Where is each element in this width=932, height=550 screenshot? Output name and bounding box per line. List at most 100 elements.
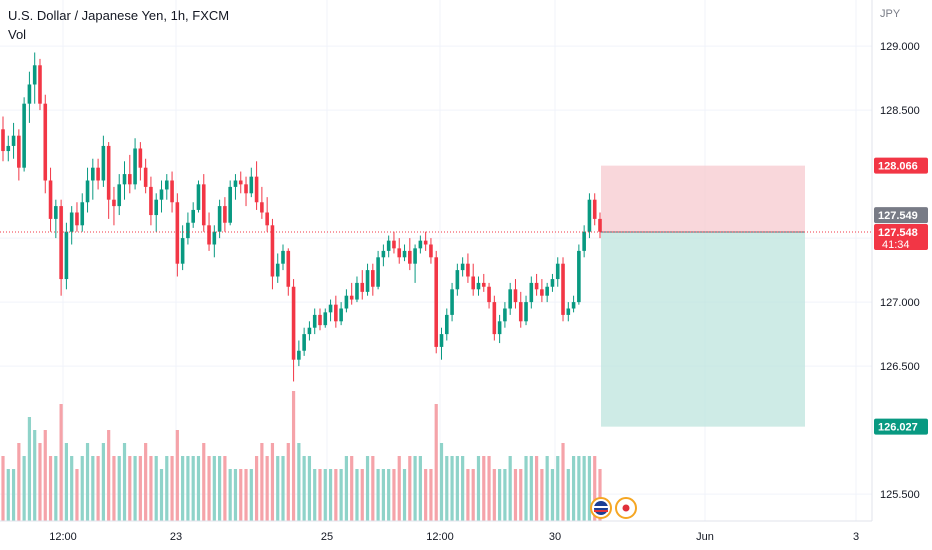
volume-bar bbox=[503, 469, 507, 521]
candle-body bbox=[17, 135, 21, 168]
volume-bar bbox=[48, 456, 53, 521]
candle-body bbox=[307, 327, 312, 335]
volume-bar bbox=[429, 469, 433, 521]
candle-body bbox=[545, 286, 549, 296]
candle-body bbox=[122, 174, 127, 185]
volume-bar bbox=[482, 456, 486, 521]
volume-bar bbox=[223, 456, 227, 521]
candle-body bbox=[471, 276, 476, 290]
price-tick-label: 126.500 bbox=[880, 361, 920, 373]
volume-bar bbox=[350, 456, 354, 521]
candle-body bbox=[291, 286, 296, 360]
volume-bar bbox=[434, 404, 438, 521]
candle-body bbox=[186, 222, 190, 239]
volume-bar bbox=[360, 469, 364, 521]
last-price-badge bbox=[874, 207, 928, 224]
candle-body bbox=[133, 148, 137, 185]
volume-bar bbox=[149, 456, 153, 521]
volume-bar bbox=[170, 456, 174, 521]
volume-bar bbox=[508, 456, 512, 521]
take-profit-price-label: 126.027 bbox=[878, 422, 918, 434]
candle-body bbox=[196, 184, 201, 210]
candle-body bbox=[566, 308, 571, 315]
volume-bar bbox=[355, 469, 359, 521]
candle-body bbox=[487, 286, 491, 303]
candle-body bbox=[238, 180, 243, 185]
candle-body bbox=[481, 282, 486, 287]
volume-bar bbox=[91, 456, 95, 521]
volume-bar bbox=[75, 469, 79, 521]
volume-bar bbox=[577, 456, 581, 521]
candle-body bbox=[27, 84, 32, 104]
volume-bar bbox=[286, 443, 290, 521]
candle-body bbox=[339, 308, 343, 322]
volume-bar bbox=[492, 469, 496, 521]
candle-body bbox=[91, 167, 95, 181]
candle-body bbox=[270, 225, 275, 277]
candle-body bbox=[402, 250, 407, 258]
price-axis[interactable]: 129.000128.500127.500127.000126.500125.5… bbox=[880, 41, 920, 501]
event-icon[interactable] bbox=[615, 497, 637, 519]
countdown-label: 41:34 bbox=[882, 239, 910, 251]
volume-bar bbox=[270, 443, 275, 521]
stop-loss-zone[interactable] bbox=[601, 165, 805, 232]
candle-body bbox=[450, 289, 454, 315]
symbol-title[interactable]: U.S. Dollar / Japanese Yen, 1h, FXCM bbox=[8, 8, 230, 23]
candle-body bbox=[460, 263, 465, 271]
volume-bar bbox=[323, 469, 327, 521]
candle-body bbox=[540, 289, 544, 296]
candle-body bbox=[48, 180, 53, 219]
candle-body bbox=[22, 103, 26, 168]
volume-bar bbox=[43, 430, 47, 521]
candle-body bbox=[281, 250, 285, 264]
volume-bar bbox=[545, 456, 549, 521]
candle-body bbox=[582, 231, 586, 251]
candle-body bbox=[439, 334, 444, 347]
volume-bar bbox=[175, 430, 179, 521]
candle-body bbox=[80, 202, 85, 226]
volume-bar bbox=[387, 469, 391, 521]
candle-body bbox=[254, 176, 259, 203]
stop-loss-price-label: 128.066 bbox=[878, 161, 918, 173]
candle-body bbox=[318, 314, 322, 326]
volume-bar bbox=[80, 456, 84, 521]
volume-bar bbox=[550, 469, 555, 521]
candle-body bbox=[1, 129, 5, 152]
volume-bar bbox=[202, 443, 206, 521]
volume-indicator-label[interactable]: Vol bbox=[8, 27, 27, 42]
price-tick-label: 128.500 bbox=[880, 105, 920, 117]
candle-body bbox=[297, 350, 301, 360]
candle-body bbox=[175, 202, 180, 264]
candle-body bbox=[6, 145, 11, 152]
volume-bar bbox=[571, 456, 576, 521]
candle-body bbox=[59, 206, 63, 280]
volume-bar bbox=[11, 469, 16, 521]
candle-body bbox=[492, 302, 497, 335]
volume-bar bbox=[582, 456, 586, 521]
volume-bar bbox=[165, 456, 169, 521]
volume-bar bbox=[455, 456, 459, 521]
candle-body bbox=[149, 186, 153, 216]
volume-bar bbox=[328, 469, 333, 521]
volume-bar bbox=[38, 443, 42, 521]
time-axis[interactable]: 12:00 23 25 12:00 30 Jun 3 bbox=[49, 531, 859, 543]
candle-body bbox=[355, 282, 359, 300]
price-tick-label: 127.000 bbox=[880, 297, 920, 309]
volume-bar bbox=[498, 469, 502, 521]
volume-bar bbox=[233, 469, 238, 521]
candle-body bbox=[371, 270, 375, 287]
flag-icon[interactable] bbox=[590, 497, 612, 519]
take-profit-zone[interactable] bbox=[601, 231, 805, 427]
volume-bar bbox=[291, 391, 296, 521]
volume-bar bbox=[297, 443, 301, 521]
volume-bar bbox=[408, 456, 412, 521]
price-tick-label: 125.500 bbox=[880, 489, 920, 501]
candle-body bbox=[180, 238, 185, 264]
candle-body bbox=[212, 231, 217, 245]
last-price-label: 127.549 bbox=[878, 210, 918, 222]
candle-body bbox=[408, 250, 412, 264]
volume-bar bbox=[138, 456, 142, 521]
candle-body bbox=[159, 189, 164, 200]
